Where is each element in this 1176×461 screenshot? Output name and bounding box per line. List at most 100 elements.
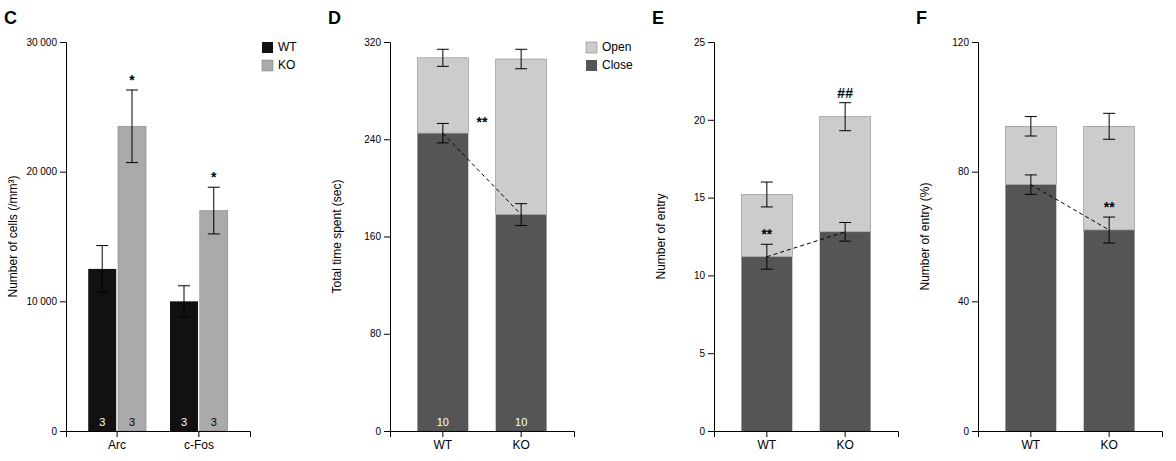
x-tick: KO [1100,431,1117,452]
x-tick-mark [117,431,118,437]
y-axis-title: Total time spent (sec) [330,179,344,293]
error-bar-stem [213,187,214,234]
y-tick-label: 0 [699,426,705,437]
error-bar [208,187,220,234]
y-tick: 10 000 [26,296,66,307]
n-label: 10 [437,416,449,428]
error-bar-cap [437,66,449,67]
error-bar-cap [1103,242,1115,243]
error-bar-cap [178,285,190,286]
error-bars [761,222,851,269]
y-tick: 80 [958,166,978,177]
bar-series [741,117,870,257]
y-tick-mark [708,42,714,43]
y-tick-mark [708,275,714,276]
title: F [916,8,927,28]
error-bar-cap [437,49,449,50]
error-bar [515,49,527,68]
significance-label: * [211,169,217,185]
x-tick-label: WT [1022,438,1041,452]
x-tick-label: KO [836,438,853,452]
y-tick-mark [708,353,714,354]
x-tick: WT [434,431,453,452]
y-tick: 0 [375,426,390,437]
x-tick-mark [521,431,522,437]
y-tick-label: 10 [694,270,706,281]
error-bar-stem [766,182,767,207]
y-tick-label: 120 [952,37,969,48]
error-bar-cap [96,245,108,246]
y-tick-label: 40 [958,296,970,307]
error-bar-cap [208,233,220,234]
x-tick-label: KO [1100,438,1117,452]
y-tick: 40 [958,296,978,307]
bar [88,269,116,431]
bar [1084,126,1135,230]
y-tick-mark [708,120,714,121]
y-tick-mark [972,42,978,43]
error-bar [126,90,138,163]
error-bar [96,246,108,293]
error-bars [126,90,220,234]
significance-label: ## [837,85,853,101]
marks [417,49,546,431]
error-bar-cap [839,102,851,103]
x-axis: WT KO [715,431,899,452]
y-axis: 0510152025 [694,37,715,437]
legend-swatch [586,60,597,71]
x-axis-line [391,432,575,438]
legend-label: WT [278,40,297,54]
error-bar-stem [1109,217,1110,243]
error-bar-cap [839,130,851,131]
error-bar-stem [102,246,103,293]
x-tick: WT [758,431,777,452]
y-tick-label: 80 [958,166,970,177]
x-tick-label: Arc [108,438,126,452]
x-tick-mark [845,431,846,437]
y-axis-line [972,43,979,432]
panel: 080160240320WTKOTotal time spent (sec)D1… [328,8,633,452]
error-bar-stem [442,49,443,66]
error-bar [1025,117,1037,136]
y-tick: 15 [694,192,714,203]
y-tick-mark [972,172,978,173]
x-tick-mark [198,431,199,437]
bar [496,215,547,431]
title: E [652,8,664,28]
bar [118,126,146,431]
legend: WTKO [262,40,297,72]
y-tick-mark [972,301,978,302]
bottom-segment-line [443,133,521,214]
x-axis: Arcc-Fos [67,431,251,452]
title: C [4,8,17,28]
y-tick-mark [60,301,66,302]
panel: 0510152025WTKONumber of entryE**## [652,8,899,452]
y-tick: 80 [370,328,390,339]
error-bar-cap [761,206,773,207]
y-axis: 080160240320 [364,37,390,437]
error-bar-cap [515,225,527,226]
y-tick-mark [384,431,390,432]
error-bar-cap [126,162,138,163]
error-bar-stem [521,204,522,226]
x-tick-mark [442,431,443,437]
y-tick: 25 [694,37,714,48]
error-bar-stem [521,49,522,68]
x-tick-label: WT [758,438,777,452]
bar [1084,230,1135,431]
bar-series [1005,126,1134,230]
error-bar-stem [845,103,846,131]
bar [200,211,228,431]
error-bar-cap [437,123,449,124]
error-bar [1025,175,1037,194]
error-bar [761,244,773,269]
error-bar-cap [437,142,449,143]
y-tick-label: 30 000 [26,37,57,48]
n-label: 10 [515,416,527,428]
y-axis-line [708,43,715,432]
y-tick-mark [384,42,390,43]
error-bar-cap [515,49,527,50]
y-tick: 120 [952,37,978,48]
y-tick-label: 320 [364,37,381,48]
y-tick-mark [708,198,714,199]
